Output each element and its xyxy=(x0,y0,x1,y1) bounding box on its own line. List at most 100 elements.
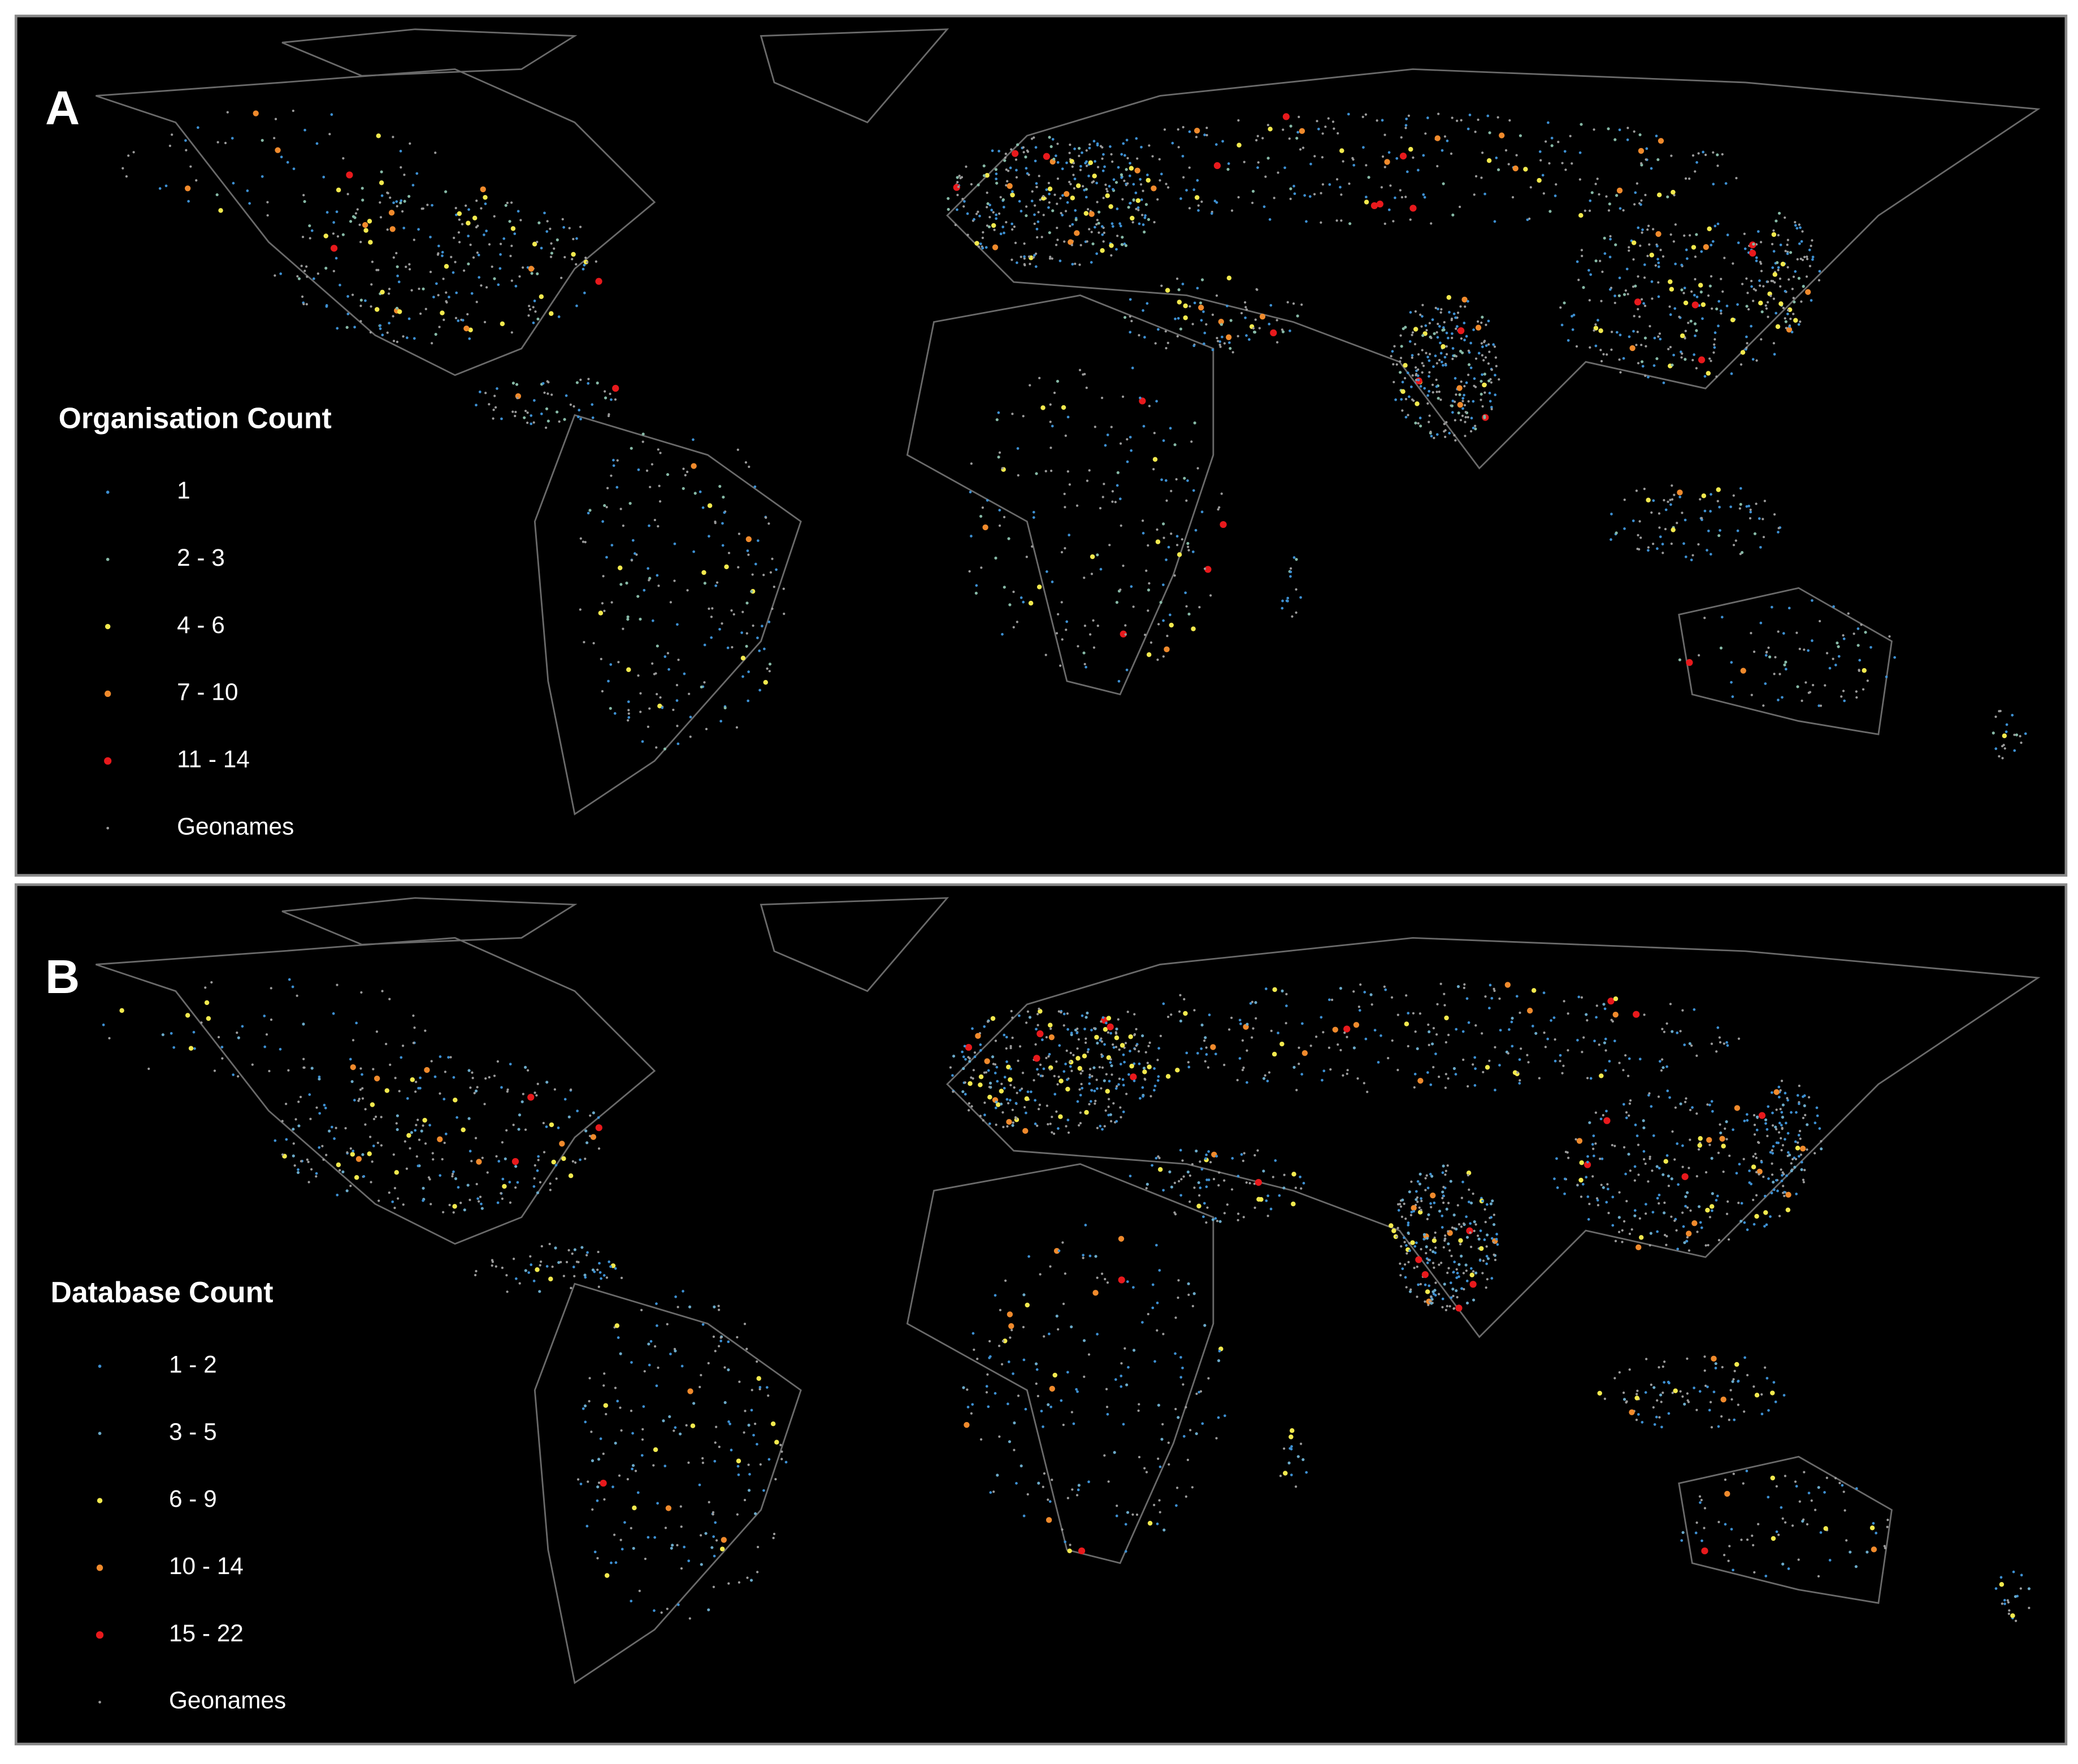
location-dot xyxy=(1083,577,1086,579)
location-dot xyxy=(1440,308,1443,311)
location-dot xyxy=(1049,1385,1055,1392)
location-dot xyxy=(1411,374,1414,377)
location-dot xyxy=(1370,202,1378,210)
location-dot xyxy=(1151,1283,1155,1286)
location-dot xyxy=(1383,985,1386,988)
location-dot xyxy=(1020,596,1023,599)
location-dot xyxy=(1107,1098,1110,1100)
location-dot xyxy=(1664,527,1667,531)
location-dot xyxy=(1040,236,1043,239)
location-dot xyxy=(1067,1131,1070,1134)
location-dot xyxy=(424,1029,427,1032)
location-dot xyxy=(1328,1046,1331,1049)
location-dot xyxy=(1048,1034,1055,1041)
location-dot xyxy=(1282,113,1290,120)
location-dot xyxy=(1038,376,1041,380)
location-dot xyxy=(639,692,642,695)
location-dot xyxy=(1290,1473,1293,1476)
location-dot xyxy=(727,1368,730,1372)
location-dot xyxy=(1643,1013,1646,1016)
location-dot xyxy=(748,465,750,469)
location-dot xyxy=(309,1117,312,1120)
location-dot xyxy=(1433,436,1435,439)
location-dot xyxy=(1751,358,1755,361)
location-dot xyxy=(591,416,595,419)
location-dot xyxy=(1434,1294,1437,1297)
location-dot xyxy=(982,1119,984,1122)
location-dot xyxy=(1747,504,1750,508)
location-dot xyxy=(270,1018,273,1021)
location-dot xyxy=(1252,1027,1255,1030)
location-dot xyxy=(1834,664,1837,666)
location-dot xyxy=(1458,205,1461,209)
location-dot xyxy=(1207,1178,1211,1181)
location-dot xyxy=(1686,1392,1689,1395)
location-dot xyxy=(961,197,964,201)
location-dot xyxy=(597,1147,601,1150)
location-dot xyxy=(1637,307,1639,311)
location-dot xyxy=(1093,1089,1096,1093)
location-dot xyxy=(501,1266,504,1269)
location-dot xyxy=(1777,527,1780,530)
location-dot xyxy=(1138,1403,1140,1406)
location-dot xyxy=(1286,596,1290,600)
location-dot xyxy=(1185,605,1188,608)
location-dot xyxy=(747,553,750,556)
location-dot xyxy=(1634,298,1642,306)
location-dot xyxy=(1469,1222,1472,1225)
location-dot xyxy=(430,1060,433,1063)
location-dot xyxy=(1707,530,1710,532)
location-dot xyxy=(220,1046,224,1048)
location-dot xyxy=(1646,228,1649,231)
location-dot xyxy=(1786,243,1789,246)
location-dot xyxy=(1584,1161,1591,1168)
location-dot xyxy=(452,1076,455,1079)
location-dot xyxy=(1055,1314,1058,1318)
location-dot xyxy=(1228,1028,1231,1031)
location-dot xyxy=(609,1265,612,1268)
location-dot xyxy=(1062,1024,1065,1027)
location-dot xyxy=(1730,1398,1733,1401)
location-dot xyxy=(1303,194,1306,197)
location-dot xyxy=(598,610,604,616)
location-dot xyxy=(1159,601,1162,604)
location-dot xyxy=(1717,1425,1720,1428)
location-dot xyxy=(1182,125,1185,129)
location-dot xyxy=(1842,1490,1845,1493)
location-dot xyxy=(601,690,604,693)
location-dot xyxy=(1567,1156,1570,1159)
coastline xyxy=(96,68,656,376)
location-dot xyxy=(1480,321,1483,324)
location-dot xyxy=(1445,421,1448,424)
location-dot xyxy=(1633,203,1636,206)
location-dot xyxy=(1473,1220,1476,1224)
location-dot xyxy=(1408,1190,1411,1194)
location-dot xyxy=(1094,1034,1099,1040)
location-dot xyxy=(1798,1155,1801,1158)
location-dot xyxy=(466,220,471,226)
location-dot xyxy=(1613,1145,1616,1147)
location-dot xyxy=(1392,220,1395,223)
location-dot xyxy=(998,524,1001,527)
location-dot xyxy=(1763,500,1766,502)
location-dot xyxy=(1628,1232,1632,1236)
location-dot xyxy=(1856,627,1860,630)
location-dot xyxy=(1032,256,1035,259)
location-dot xyxy=(336,1193,339,1197)
location-dot xyxy=(1613,1377,1616,1380)
location-dot xyxy=(1126,157,1129,159)
location-dot xyxy=(767,620,771,623)
location-dot xyxy=(1444,1234,1447,1237)
location-dot xyxy=(1439,341,1442,345)
location-dot xyxy=(1104,183,1107,187)
location-dot xyxy=(1218,506,1221,509)
location-dot xyxy=(1719,1135,1725,1142)
location-dot xyxy=(1129,202,1131,205)
location-dot xyxy=(1428,414,1431,417)
location-dot xyxy=(1424,1177,1427,1180)
location-dot xyxy=(1777,1095,1781,1099)
location-dot xyxy=(1727,1559,1730,1562)
location-dot xyxy=(413,337,416,340)
location-dot xyxy=(1589,273,1593,276)
location-dot xyxy=(274,274,276,277)
